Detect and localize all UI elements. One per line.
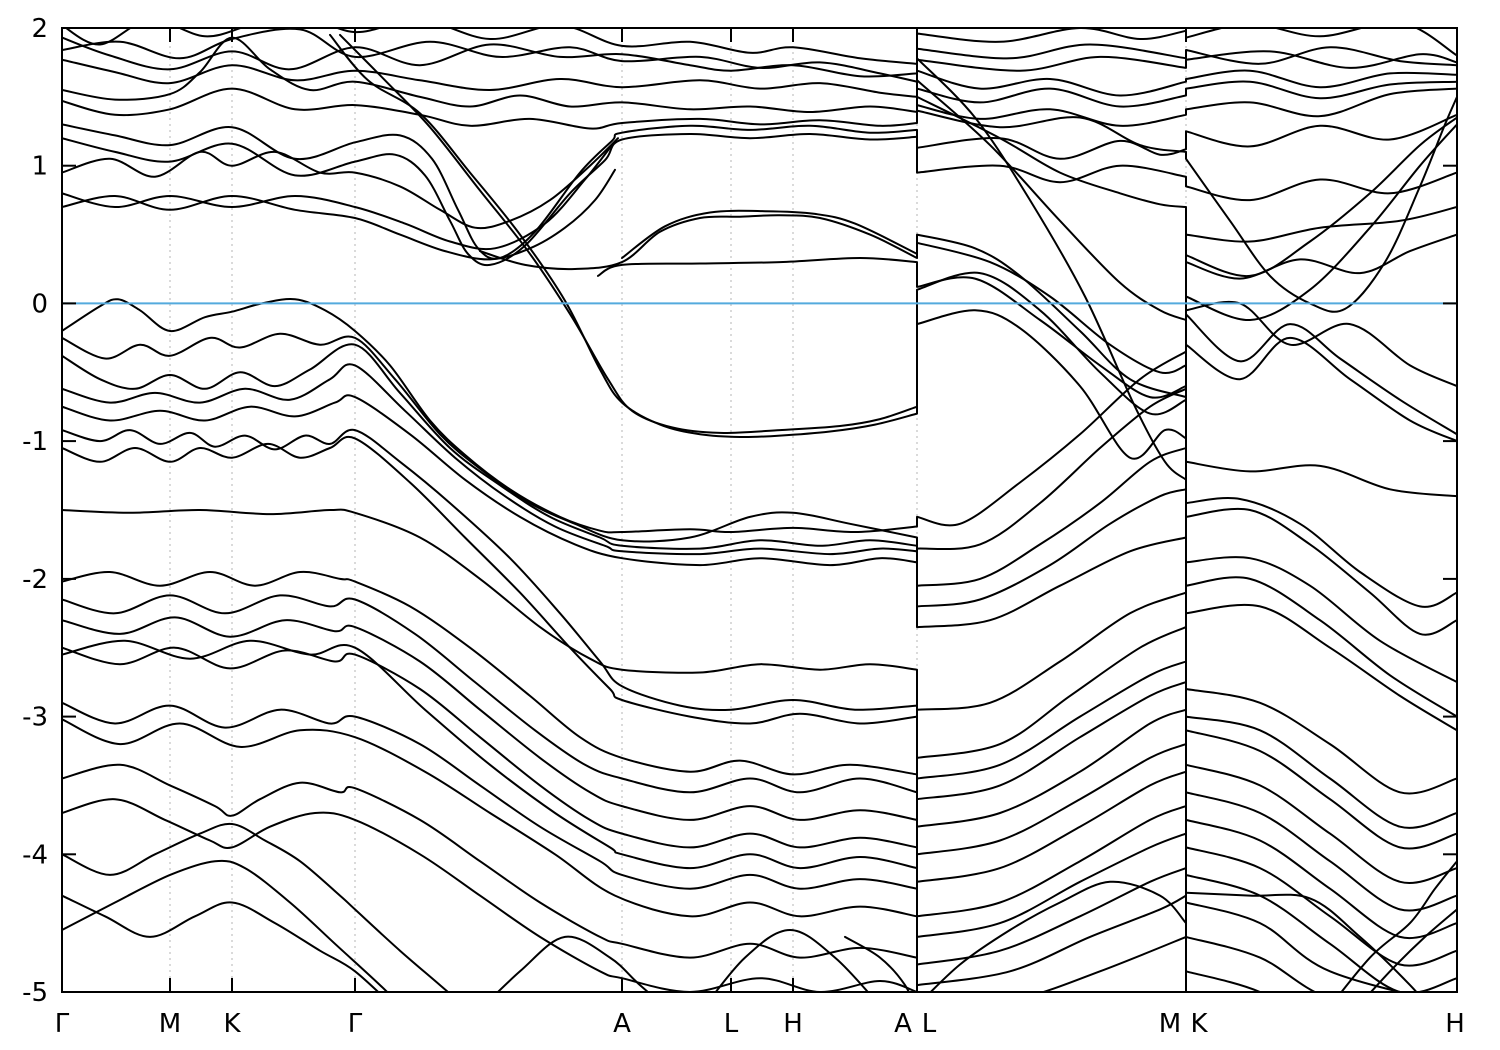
- band-curve: [64, 28, 1457, 65]
- band-curve: [62, 718, 1318, 992]
- y-tick-label: -5: [22, 978, 48, 1008]
- band-curve: [62, 594, 1457, 912]
- band-curve: [62, 137, 619, 230]
- band-curve: [62, 36, 1457, 113]
- band-curve: [62, 859, 389, 992]
- band-curve: [329, 33, 1457, 460]
- tick-marks: [62, 27, 1457, 993]
- band-curve: [479, 206, 1457, 399]
- band-curve: [621, 116, 1457, 375]
- x-tick-label: M: [1159, 1009, 1181, 1039]
- band-curve: [62, 394, 1457, 732]
- y-tick-label: -4: [22, 840, 48, 870]
- band-curve: [714, 929, 870, 992]
- band-curve: [916, 57, 1457, 498]
- x-tick-label: H: [783, 1009, 803, 1039]
- y-tick-label: -1: [22, 427, 48, 457]
- band-curve: [62, 798, 1187, 992]
- y-tick-label: 0: [31, 289, 48, 319]
- band-curve: [62, 701, 1404, 992]
- band-curve: [62, 428, 1457, 829]
- x-tick-label: A: [613, 1009, 631, 1039]
- band-curve: [62, 28, 1457, 83]
- band-curve: [62, 639, 1457, 992]
- band-curve: [62, 144, 613, 251]
- band-curve: [1369, 908, 1457, 992]
- band-curve: [62, 87, 1457, 130]
- bands: [62, 28, 1457, 992]
- band-curve: [1340, 860, 1457, 992]
- band-curve: [62, 436, 1457, 850]
- y-axis-labels: 2 1 0 -1 -2 -3 -4 -5: [22, 14, 48, 1008]
- x-tick-label: L: [724, 1009, 739, 1039]
- band-curve: [597, 257, 1457, 443]
- band-curve: [916, 95, 1457, 313]
- y-tick-label: 1: [31, 152, 48, 182]
- band-curve: [916, 79, 1457, 388]
- band-curve: [62, 132, 1457, 267]
- y-tick-label: 2: [31, 14, 48, 44]
- band-curve: [339, 33, 1457, 434]
- x-tick-label: K: [1190, 1009, 1208, 1039]
- band-curve: [62, 363, 1457, 718]
- y-tick-label: -2: [22, 565, 48, 595]
- band-curve: [62, 168, 616, 261]
- band-curve: [62, 894, 380, 992]
- x-tick-label: L: [922, 1009, 937, 1039]
- band-curve: [62, 508, 1457, 795]
- x-tick-label: H: [1445, 1009, 1465, 1039]
- band-curve: [62, 343, 1457, 684]
- band-curve: [62, 332, 1457, 636]
- band-curve: [62, 822, 450, 992]
- band-curve: [844, 935, 911, 992]
- x-tick-label: Γ: [55, 1009, 70, 1039]
- x-tick-label: K: [223, 1009, 241, 1039]
- band-curve: [62, 616, 1457, 940]
- band-curve: [916, 95, 1457, 280]
- y-tick-label: -3: [22, 703, 48, 733]
- band-curve: [496, 935, 650, 992]
- band-curve: [1185, 891, 1418, 992]
- x-tick-label: Γ: [348, 1009, 363, 1039]
- x-tick-label: A: [894, 1009, 912, 1039]
- plot-frame: [61, 27, 1458, 993]
- band-curve: [929, 880, 1187, 992]
- band-curve: [62, 298, 1457, 608]
- x-tick-label: M: [159, 1009, 181, 1039]
